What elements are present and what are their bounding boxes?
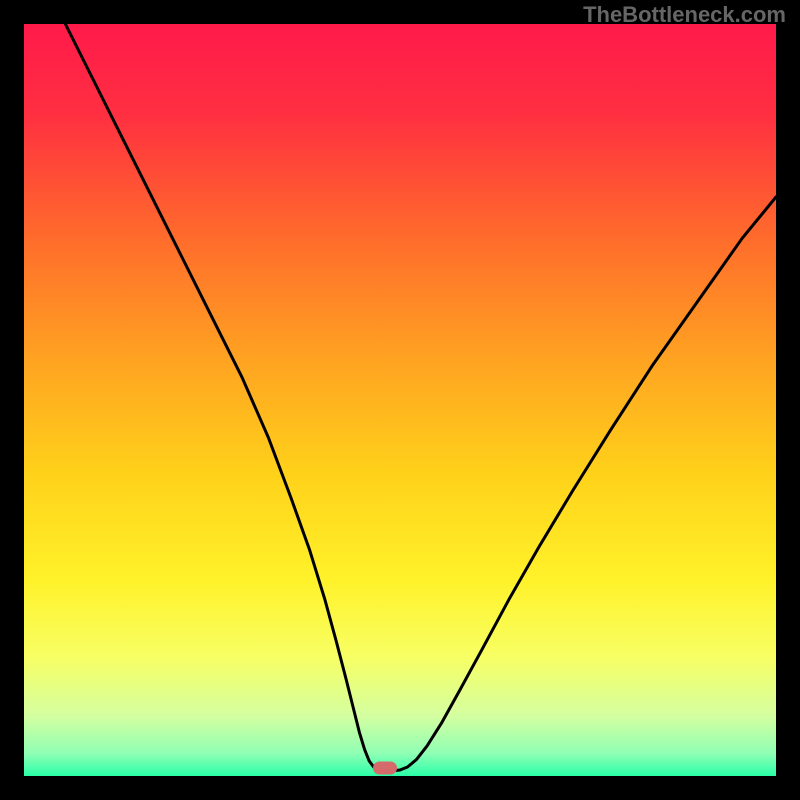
chart-frame: TheBottleneck.com <box>0 0 800 800</box>
bottleneck-curve <box>24 24 776 776</box>
plot-area <box>24 24 776 776</box>
optimum-marker <box>373 762 397 775</box>
watermark-text: TheBottleneck.com <box>583 2 786 28</box>
